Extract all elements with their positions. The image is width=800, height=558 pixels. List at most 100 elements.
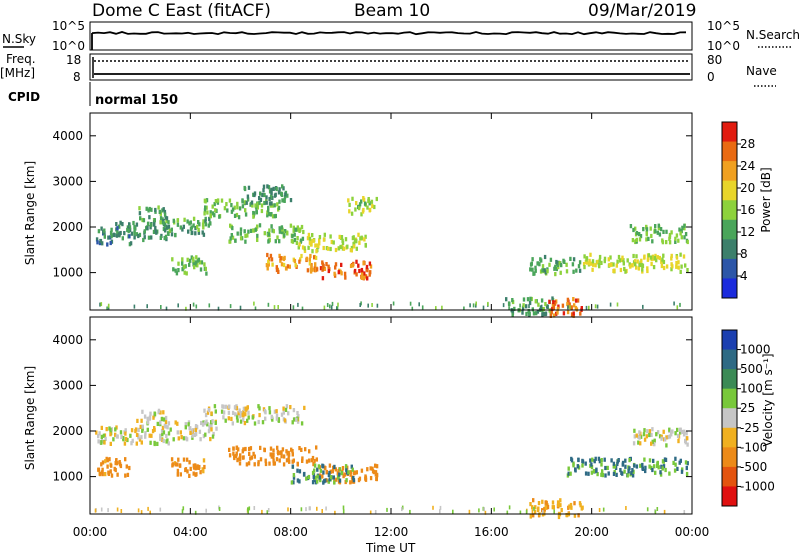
echo-cell: [116, 226, 119, 231]
scatter-cell: [376, 303, 379, 308]
echo-cell: [242, 455, 245, 460]
echo-cell: [167, 431, 171, 436]
echo-cell: [612, 464, 615, 469]
echo-cell: [231, 207, 235, 212]
echo-cell: [176, 472, 179, 477]
echo-cell: [638, 435, 641, 440]
scatter-cell: [107, 303, 110, 308]
echo-cell: [544, 505, 547, 510]
echo-cell: [143, 414, 147, 419]
echo-cell: [281, 184, 284, 189]
echo-cell: [181, 267, 184, 272]
echo-cell: [153, 441, 156, 447]
echo-cell: [256, 205, 259, 210]
echo-cell: [676, 427, 679, 432]
echo-cell: [162, 226, 166, 232]
echo-cell: [199, 470, 202, 475]
echo-cell: [341, 238, 344, 243]
scatter-cell: [149, 510, 151, 515]
echo-cell: [677, 238, 680, 243]
echo-cell: [228, 198, 232, 203]
scatter-cell: [239, 305, 242, 310]
echo-cell: [313, 468, 316, 473]
echo-cell: [654, 229, 657, 234]
echo-cell: [651, 467, 654, 473]
echo-cell: [540, 298, 544, 303]
echo-cell: [120, 434, 123, 439]
echo-cell: [260, 208, 264, 214]
echo-cell: [308, 449, 311, 454]
echo-cell: [170, 232, 174, 237]
colorbar-tick-label: -100: [740, 440, 767, 454]
echo-cell: [258, 196, 261, 201]
echo-cell: [270, 212, 273, 217]
echo-cell: [165, 216, 169, 221]
scatter-cell: [160, 305, 162, 309]
echo-cell: [182, 457, 186, 462]
echo-cell: [229, 223, 232, 228]
scatter-cell: [360, 301, 362, 306]
echo-cell: [672, 460, 675, 465]
echo-cell: [164, 415, 168, 421]
echo-cell: [578, 260, 582, 265]
echo-cell: [222, 415, 225, 420]
echo-cell: [327, 264, 330, 269]
echo-cell: [662, 259, 666, 265]
echo-cell: [109, 432, 112, 437]
echo-cell: [108, 457, 111, 462]
echo-cell: [292, 473, 296, 478]
echo-cell: [610, 262, 613, 267]
echo-cell: [252, 228, 255, 233]
echo-cell: [638, 262, 641, 267]
echo-cell: [660, 436, 663, 441]
echo-cell: [657, 465, 660, 470]
echo-cell: [563, 259, 566, 264]
echo-cell: [104, 436, 107, 441]
scatter-cell: [305, 507, 307, 512]
echo-cell: [578, 268, 582, 273]
echo-cell: [559, 498, 562, 503]
echo-cell: [345, 467, 348, 472]
scatter-cell: [656, 507, 659, 511]
echo-cell: [333, 271, 336, 276]
echo-cell: [222, 410, 226, 415]
echo-cell: [670, 267, 673, 272]
echo-cell: [101, 467, 104, 472]
echo-cell: [572, 297, 575, 302]
echo-cell: [243, 186, 247, 192]
power-colorbar-label: Power [dB]: [759, 167, 773, 232]
echo-cell: [592, 262, 595, 267]
echo-cell: [668, 240, 672, 245]
echo-cell: [334, 262, 338, 267]
echo-cell: [321, 276, 325, 281]
scatter-cell: [506, 510, 509, 515]
echo-cell: [282, 410, 285, 415]
echo-cell: [260, 203, 264, 208]
echo-cell: [511, 310, 515, 315]
echo-cell: [371, 204, 374, 209]
echo-cell: [556, 306, 560, 311]
scatter-cell: [596, 304, 599, 309]
echo-cell: [116, 472, 119, 477]
echo-cell: [239, 236, 243, 241]
echo-cell: [351, 479, 354, 484]
echo-cell: [239, 414, 242, 419]
echo-cell: [609, 255, 612, 260]
echo-cell: [239, 453, 242, 458]
echo-cell: [347, 198, 350, 203]
echo-cell: [541, 312, 544, 317]
echo-cell: [189, 466, 192, 471]
echo-cell: [227, 410, 231, 415]
echo-cell: [146, 420, 150, 425]
echo-cell: [534, 299, 537, 304]
echo-cell: [292, 417, 296, 422]
echo-cell: [549, 313, 553, 318]
echo-cell: [566, 310, 570, 315]
echo-cell: [243, 421, 247, 426]
echo-cell: [313, 463, 317, 468]
echo-cell: [263, 192, 266, 198]
echo-cell: [235, 453, 238, 459]
echo-cell: [181, 261, 184, 266]
echo-cell: [557, 265, 560, 270]
echo-cell: [189, 220, 192, 225]
